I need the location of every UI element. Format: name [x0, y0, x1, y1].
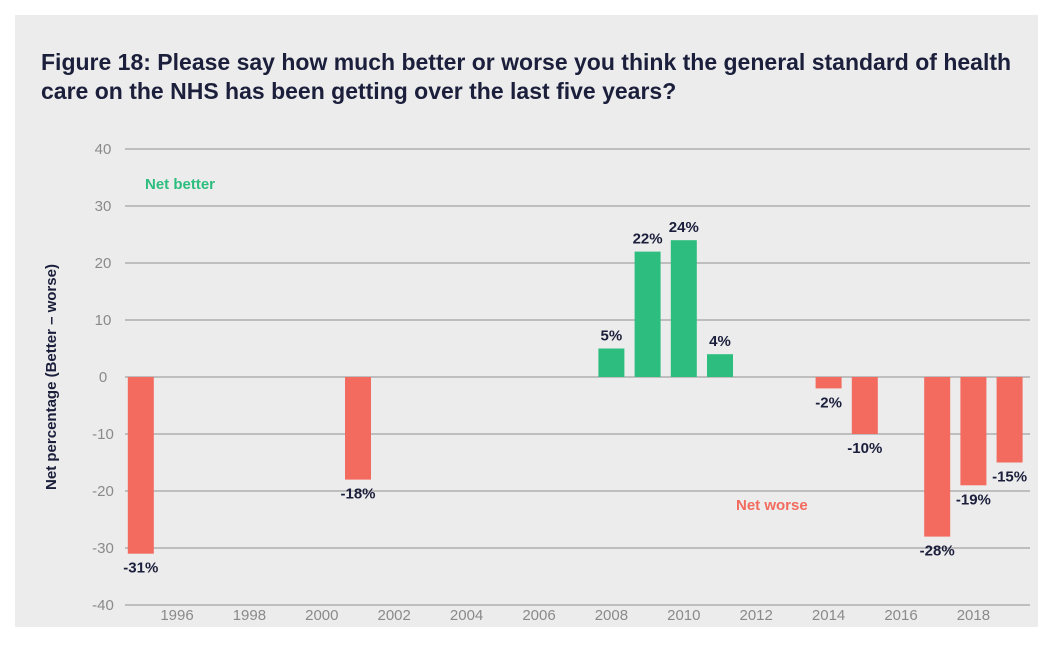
bar-2017 — [924, 377, 951, 537]
y-tick-label: -20 — [92, 483, 114, 500]
bar-2019 — [996, 377, 1023, 463]
x-tick-label: 2014 — [812, 607, 845, 624]
bar-2008 — [598, 348, 625, 377]
y-tick-label: 20 — [95, 255, 112, 272]
chart-figure: Figure 18: Please say how much better or… — [15, 15, 1038, 627]
data-label-2017: -28% — [920, 543, 955, 560]
data-label-2015: -10% — [847, 440, 882, 457]
bar-2001 — [345, 377, 371, 480]
x-tick-label: 2010 — [667, 607, 700, 624]
x-tick-label: 1996 — [160, 607, 193, 624]
bar-layer — [127, 240, 1023, 554]
x-tick-label: 2012 — [740, 607, 773, 624]
grid-layer — [125, 148, 1030, 606]
bar-2011 — [707, 354, 733, 377]
y-axis-label: Net percentage (Better – worse) — [43, 264, 60, 490]
y-tick-label: -30 — [92, 540, 114, 557]
y-tick-label: 30 — [95, 198, 112, 215]
x-tick-label: 2004 — [450, 607, 483, 624]
data-label-2019: -15% — [992, 469, 1027, 486]
bar-2015 — [851, 377, 878, 434]
y-tick-label: -40 — [92, 597, 114, 614]
x-tick-label: 2016 — [884, 607, 917, 624]
y-tick-label: 0 — [99, 369, 107, 386]
y-tick-label: -10 — [92, 426, 114, 443]
data-label-2008: 5% — [601, 328, 623, 345]
x-tick-label: 2002 — [378, 607, 411, 624]
bar-2018 — [960, 377, 987, 486]
data-label-2018: -19% — [956, 491, 991, 508]
x-tick-label: 2006 — [522, 607, 555, 624]
bar-2014 — [815, 377, 842, 389]
data-label-2011: 4% — [709, 333, 731, 350]
y-tick-label: 10 — [95, 312, 112, 329]
data-label-2010: 24% — [669, 219, 699, 236]
net-better-annotation: Net better — [145, 176, 215, 193]
chart-title: Figure 18: Please say how much better or… — [41, 49, 1012, 104]
y-tick-label: 40 — [95, 141, 112, 158]
data-label-1995: -31% — [123, 560, 158, 577]
data-label-2001: -18% — [340, 486, 375, 503]
x-tick-label: 2018 — [957, 607, 990, 624]
bar-2009 — [634, 251, 661, 377]
x-tick-label: 2008 — [595, 607, 628, 624]
x-tick-label: 2000 — [305, 607, 338, 624]
data-label-2009: 22% — [633, 231, 663, 248]
bar-2010 — [670, 240, 697, 377]
x-tick-label: 1998 — [233, 607, 266, 624]
net-worse-annotation: Net worse — [736, 497, 808, 514]
bar-1995 — [127, 377, 154, 554]
data-label-2014: -2% — [815, 394, 842, 411]
